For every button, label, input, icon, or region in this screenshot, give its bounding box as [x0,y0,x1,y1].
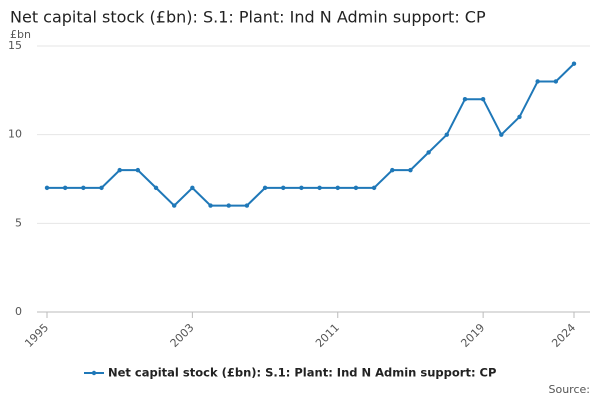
marker [299,185,304,191]
x-tick-label: 2019 [458,321,487,350]
x-tick-label: 2003 [168,321,197,350]
legend-label: Net capital stock (£bn): S.1: Plant: Ind… [108,366,496,380]
legend-marker [91,370,97,376]
source: Source: [549,383,591,396]
marker [553,79,559,84]
marker [444,132,449,137]
marker [317,185,322,191]
marker [99,185,104,191]
y-tick-label: 15 [8,39,22,52]
x-tick-label: 1995 [22,321,51,350]
marker [44,185,50,191]
x-tick-label: 2011 [313,321,342,350]
y-axis-label: £bn [10,28,31,41]
marker [81,185,86,191]
marker [262,185,268,191]
marker [571,61,577,66]
marker [353,185,359,191]
marker [281,185,286,191]
marker [408,167,413,173]
y-tick-label: 10 [8,128,22,141]
y-tick-label: 0 [15,305,22,318]
marker [172,203,177,208]
marker [117,167,122,173]
marker [135,167,141,173]
marker [335,185,340,191]
marker [62,185,68,191]
marker [190,185,195,191]
line [47,63,575,207]
marker [226,203,231,208]
marker [499,132,504,137]
marker [462,97,468,102]
marker [517,114,522,120]
y-tick-label: 5 [15,216,22,229]
marker [208,203,213,208]
marker [371,185,377,191]
marker [480,97,486,102]
chart-title: Net capital stock (£bn): S.1: Plant: Ind… [10,8,486,27]
marker [426,150,431,155]
marker [390,167,395,173]
marker [244,203,250,208]
x-tick-label: 2024 [549,321,578,350]
marker [153,185,159,191]
marker [535,79,540,84]
